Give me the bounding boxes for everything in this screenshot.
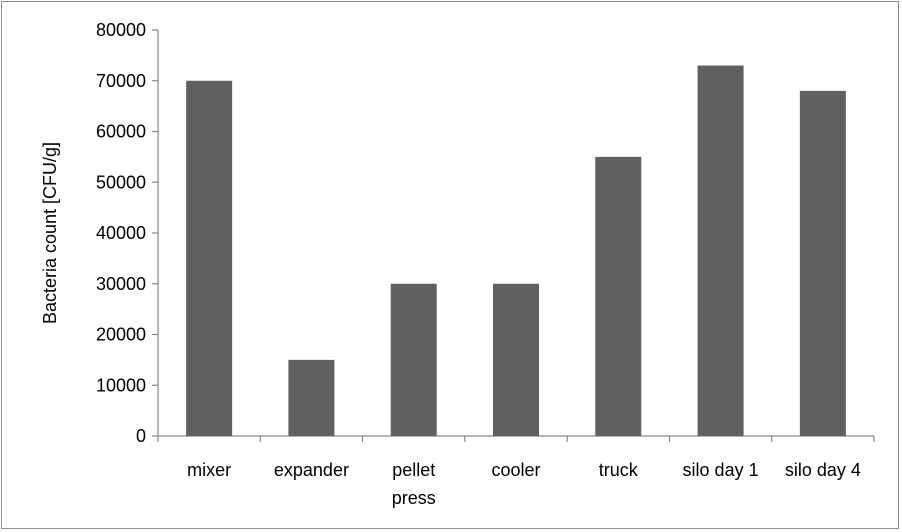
x-tick-label: mixer — [187, 460, 231, 480]
x-tick-label: pellet press — [392, 460, 436, 508]
y-tick-label: 0 — [136, 426, 146, 446]
x-tick-labels: mixer expander pellet press cooler truck silo … — [187, 460, 861, 508]
y-tick-label: 80000 — [96, 20, 146, 40]
bar — [595, 156, 642, 436]
bar — [186, 80, 233, 436]
x-tick-label: truck — [599, 460, 639, 480]
bar — [390, 283, 437, 436]
x-tick-label: cooler — [491, 460, 540, 480]
y-tick-label: 40000 — [96, 223, 146, 243]
x-tick-label: expander — [274, 460, 349, 480]
y-axis-title: Bacteria count [CFU/g] — [40, 142, 60, 324]
y-tick-label: 30000 — [96, 274, 146, 294]
y-tick-label: 10000 — [96, 375, 146, 395]
y-tick-labels: 0 10000 20000 30000 40000 50000 60000 70000 8000… — [96, 20, 146, 446]
bar — [697, 65, 744, 437]
y-tick-label: 70000 — [96, 71, 146, 91]
x-tick-label-line: silo day 4 — [785, 460, 861, 480]
x-tick-label-line: press — [392, 488, 436, 508]
y-tick-label: 20000 — [96, 325, 146, 345]
x-tick-label: silo day 4 — [785, 460, 861, 480]
bars — [186, 65, 846, 437]
x-tick-label-line: pellet — [392, 460, 435, 480]
y-tick-label: 50000 — [96, 172, 146, 192]
bar — [799, 90, 846, 437]
y-tick-label: 60000 — [96, 122, 146, 142]
bar — [493, 283, 539, 436]
x-tick-label: silo day 1 — [683, 460, 759, 480]
bar — [288, 359, 335, 436]
x-tick-label-line: mixer — [187, 460, 231, 480]
x-tick-label-line: truck — [599, 460, 639, 480]
x-tick-label-line: cooler — [491, 460, 540, 480]
x-tick-label-line: expander — [274, 460, 349, 480]
x-tick-label-line: silo day 1 — [683, 460, 759, 480]
